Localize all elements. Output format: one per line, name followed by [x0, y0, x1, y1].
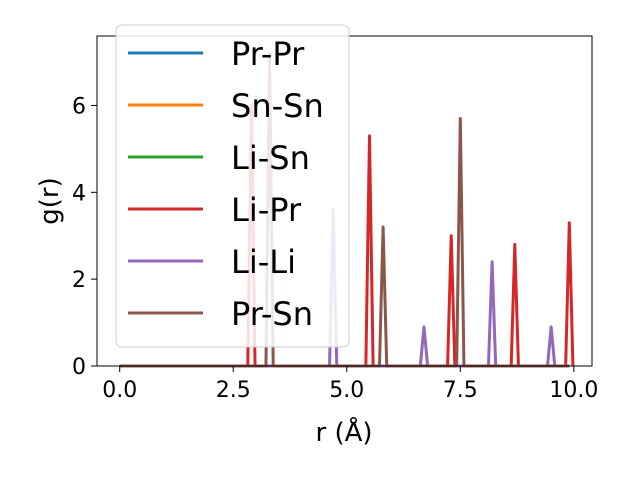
y-axis-ticks: 0 2 4 6 [72, 94, 97, 380]
legend-label-sn-sn: Sn-Sn [231, 87, 324, 125]
x-tick-label: 10.0 [549, 378, 598, 403]
x-tick-label: 5.0 [329, 378, 364, 403]
x-tick-label: 0.0 [102, 378, 137, 403]
legend-label-li-pr: Li-Pr [231, 191, 302, 229]
x-tick-label: 2.5 [216, 378, 251, 403]
y-axis-label: g(r) [35, 177, 65, 224]
legend: Pr-Pr Sn-Sn Li-Sn Li-Pr Li-Li Pr-Sn [115, 24, 350, 348]
y-tick-label: 0 [72, 355, 86, 380]
x-tick-label: 7.5 [443, 378, 478, 403]
legend-label-li-sn: Li-Sn [231, 139, 310, 177]
y-tick-label: 4 [72, 181, 86, 206]
y-tick-label: 2 [72, 268, 86, 293]
y-tick-label: 6 [72, 94, 86, 119]
legend-label-pr-sn: Pr-Sn [231, 295, 313, 333]
legend-label-pr-pr: Pr-Pr [231, 35, 305, 73]
x-axis-ticks: 0.0 2.5 5.0 7.5 10.0 [102, 366, 598, 403]
x-axis-label: r (Å) [315, 416, 372, 448]
legend-label-li-li: Li-Li [231, 243, 296, 281]
